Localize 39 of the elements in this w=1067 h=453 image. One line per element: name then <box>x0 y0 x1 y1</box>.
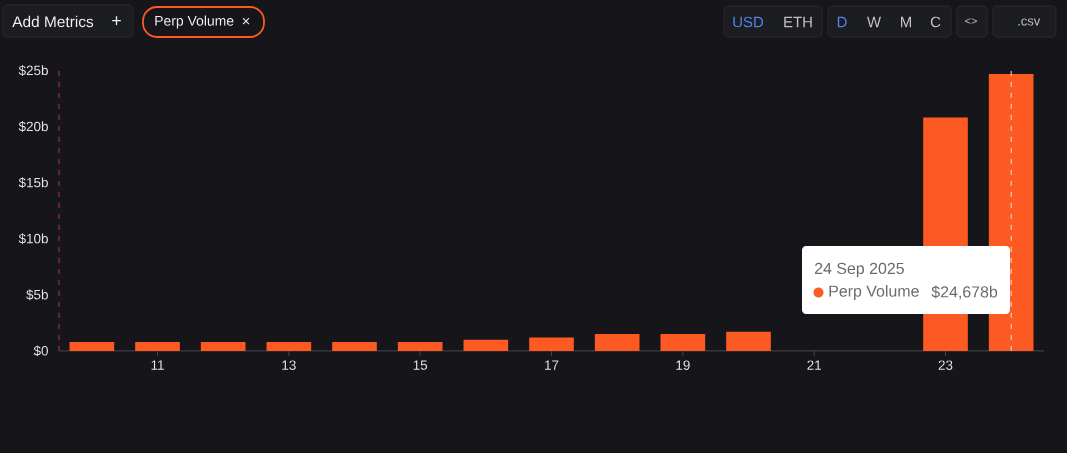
y-tick-label: $15b <box>18 177 48 189</box>
text: <> <box>965 18 977 24</box>
y-tick-label: $25b <box>18 65 48 76</box>
bar <box>135 341 180 351</box>
x-tick-label: 13 <box>282 360 296 370</box>
text: .csv <box>1018 18 1041 26</box>
text: Add Metrics <box>12 15 94 28</box>
text: C <box>930 16 941 28</box>
y-tick-label: $20b <box>18 121 48 133</box>
text: + <box>112 16 121 26</box>
x-tick-label: 19 <box>676 360 690 370</box>
y-tick-label: $10b <box>18 233 48 245</box>
x-tick-label: 11 <box>151 360 164 370</box>
bar <box>463 339 509 351</box>
bar <box>266 341 312 351</box>
bar <box>529 337 574 351</box>
text: W <box>867 16 881 28</box>
bar <box>660 334 706 351</box>
x-tick-label: 15 <box>413 360 428 370</box>
x-tick-label: 23 <box>938 360 953 370</box>
text: D <box>837 16 847 28</box>
bar <box>200 341 246 351</box>
bar <box>69 341 115 351</box>
y-tick-label: $0 <box>33 345 48 357</box>
text: M <box>901 16 911 28</box>
bar <box>594 334 640 351</box>
text: USD <box>733 16 764 28</box>
x-tick-label: 17 <box>545 360 559 370</box>
bar <box>397 341 443 351</box>
legend-label: Perp Volume <box>829 285 919 300</box>
bar <box>332 341 377 351</box>
annotation: 24 Sep 2025 <box>815 262 904 278</box>
x-tick-label: 21 <box>807 360 821 370</box>
text: × <box>242 17 250 25</box>
annotation: $24,678b <box>931 285 998 300</box>
text: ETH <box>784 16 812 28</box>
text: Perp Volume <box>155 15 234 29</box>
bar <box>726 331 771 351</box>
y-tick-label: $5b <box>26 289 48 301</box>
